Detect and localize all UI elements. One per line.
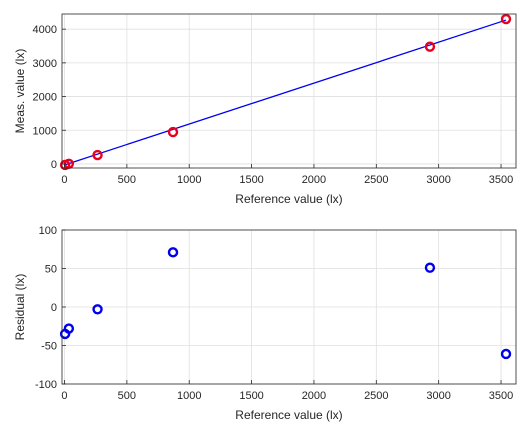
bottom-x-axis-label: Reference value (lx) <box>235 408 342 422</box>
top-data-point <box>167 126 179 138</box>
bottom-data-point <box>63 323 75 334</box>
top-x-tick-label: 3500 <box>489 174 513 186</box>
bottom-x-tick-label: 2000 <box>302 390 326 402</box>
top-y-tick-label: 4000 <box>33 24 57 36</box>
top-data-point <box>500 13 512 25</box>
bottom-x-tick-label: 2500 <box>364 390 388 402</box>
top-x-tick-label: 2000 <box>302 174 326 186</box>
bottom-y-tick-label: -100 <box>35 379 57 391</box>
bottom-x-tick-label: 500 <box>118 390 136 402</box>
bottom-x-tick-label: 1500 <box>239 390 263 402</box>
bottom-y-tick-label: 100 <box>39 225 57 237</box>
bottom-data-point <box>167 247 179 258</box>
top-plot-meas-vs-reference: 0 500 1000 1500 2000 2500 3000 3500 0 1000 2000 300… <box>13 13 517 206</box>
bottom-data-point <box>424 262 436 273</box>
top-y-axis-label: Meas. value (lx) <box>13 49 27 134</box>
top-x-tick-label: 2500 <box>364 174 388 186</box>
top-x-tick-label: 3000 <box>426 174 450 186</box>
bottom-x-tick-label: 3500 <box>489 390 513 402</box>
bottom-data-point <box>500 348 512 360</box>
top-x-tick-label: 0 <box>61 174 67 186</box>
top-y-tick-label: 2000 <box>33 92 57 104</box>
bottom-y-tick-label: 50 <box>45 264 57 276</box>
bottom-tick-labels: 0 500 1000 1500 2000 2500 3000 3500 -100 -50 0 50 10… <box>35 225 513 402</box>
bottom-data-point <box>92 304 103 315</box>
top-x-tick-label: 1000 <box>177 174 201 186</box>
top-data-point <box>424 41 436 52</box>
bottom-y-axis-label: Residual (lx) <box>13 274 27 341</box>
bottom-x-tick-label: 0 <box>61 390 67 402</box>
top-data-point <box>92 149 103 161</box>
bottom-x-tick-label: 3000 <box>426 390 450 402</box>
bottom-data-marks <box>59 247 512 360</box>
top-data-marks <box>59 13 512 171</box>
bottom-y-tick-label: -50 <box>41 341 57 353</box>
top-axes-box <box>61 13 517 169</box>
top-y-tick-label: 0 <box>51 159 57 171</box>
top-grid <box>62 14 516 168</box>
bottom-plot-residual: 0 500 1000 1500 2000 2500 3000 3500 -100 -50 0 50 10… <box>13 225 517 422</box>
top-x-tick-label: 500 <box>118 174 136 186</box>
bottom-x-tick-label: 1000 <box>177 390 201 402</box>
top-y-tick-label: 3000 <box>33 58 57 70</box>
top-x-tick-label: 1500 <box>239 174 263 186</box>
bottom-y-tick-label: 0 <box>51 302 57 314</box>
top-x-axis-label: Reference value (lx) <box>235 192 342 206</box>
top-tick-labels: 0 500 1000 1500 2000 2500 3000 3500 0 1000 2000 300… <box>33 24 514 186</box>
top-y-tick-label: 1000 <box>33 125 57 137</box>
